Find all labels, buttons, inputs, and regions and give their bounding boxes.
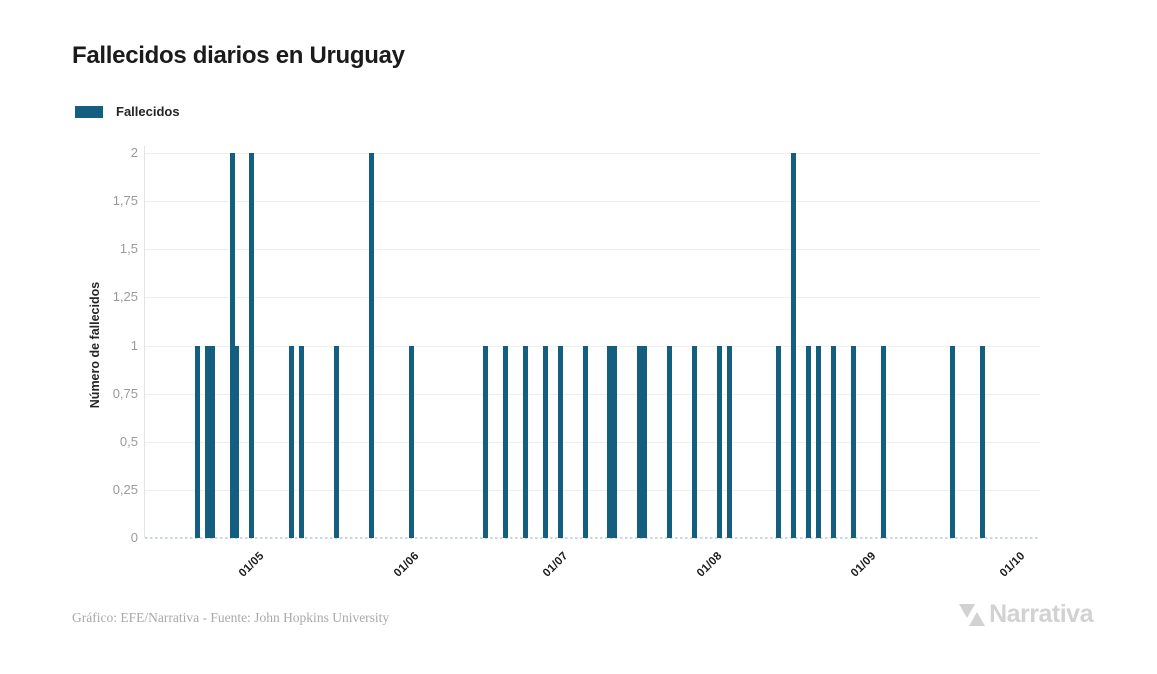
gridline — [145, 249, 1040, 251]
gridline — [145, 297, 1040, 299]
bar[interactable] — [483, 345, 489, 538]
legend-label: Fallecidos — [116, 104, 180, 119]
narrativa-n-icon — [959, 603, 986, 626]
bar[interactable] — [726, 345, 732, 538]
y-axis-tick-label: 0,75 — [112, 385, 138, 401]
bar[interactable] — [209, 345, 215, 538]
x-axis-tick-label: 01/05 — [237, 550, 267, 580]
bar[interactable] — [776, 345, 782, 538]
y-axis-tick-label: 1 — [130, 337, 138, 353]
bar[interactable] — [851, 345, 857, 538]
narrativa-logo: Narrativa — [958, 600, 1093, 629]
legend-swatch — [75, 105, 103, 118]
bar[interactable] — [333, 345, 339, 538]
bar[interactable] — [299, 345, 305, 538]
bar[interactable] — [691, 345, 697, 538]
bar[interactable] — [289, 345, 295, 538]
bar[interactable] — [204, 345, 210, 538]
gridline — [145, 393, 1040, 395]
bar[interactable] — [806, 345, 812, 538]
x-axis-tick-label: 01/09 — [848, 550, 879, 580]
bar[interactable] — [880, 345, 886, 538]
bar[interactable] — [607, 345, 613, 538]
legend: Fallecidos — [75, 104, 180, 119]
bar[interactable] — [831, 345, 837, 538]
bar[interactable] — [980, 345, 986, 538]
x-axis-tick-label: 01/06 — [391, 550, 422, 580]
bar[interactable] — [408, 345, 414, 538]
gridline — [145, 153, 1040, 154]
y-axis-tick-label: 0,25 — [112, 481, 138, 497]
page-title: Fallecidos diarios en Uruguay — [72, 42, 405, 69]
bar[interactable] — [612, 345, 618, 538]
plot-area — [145, 153, 1040, 539]
x-axis-tick-label: 01/10 — [998, 550, 1028, 580]
y-axis-tick-label: 2 — [130, 145, 138, 160]
bar[interactable] — [667, 345, 673, 538]
legend-item-fallecidos[interactable]: Fallecidos — [75, 104, 180, 119]
bar[interactable] — [249, 153, 255, 538]
y-axis-line — [144, 146, 145, 538]
bar[interactable] — [791, 153, 797, 538]
bar[interactable] — [194, 345, 200, 538]
bar[interactable] — [368, 153, 374, 538]
y-axis-tick-label: 0,5 — [119, 433, 138, 449]
gridline — [145, 489, 1040, 491]
gridline — [145, 441, 1040, 443]
y-axis-tick-label: 0 — [130, 530, 138, 545]
bar[interactable] — [229, 153, 235, 538]
credit-text: Gráfico: EFE/Narrativa - Fuente: John Ho… — [72, 610, 390, 625]
bar[interactable] — [234, 345, 240, 538]
zero-gridline — [145, 537, 1040, 539]
gridline — [145, 201, 1040, 203]
y-axis-tick-label: 1,75 — [112, 193, 138, 209]
bar[interactable] — [716, 345, 722, 538]
bar[interactable] — [642, 345, 648, 538]
y-axis-tick-label: 1,25 — [112, 289, 138, 305]
bar[interactable] — [637, 345, 643, 538]
bar[interactable] — [950, 345, 956, 538]
y-axis-tick-label: 1,5 — [119, 241, 138, 257]
bar[interactable] — [582, 345, 588, 538]
bar[interactable] — [542, 345, 548, 538]
bar[interactable] — [522, 345, 528, 538]
x-axis-tick-label: 01/07 — [540, 550, 571, 580]
x-axis-tick-label: 01/08 — [694, 550, 725, 580]
narrativa-logo-text: Narrativa — [989, 600, 1093, 628]
bar[interactable] — [557, 345, 563, 538]
bar[interactable] — [502, 345, 508, 538]
bar[interactable] — [816, 345, 822, 538]
gridline — [145, 345, 1040, 347]
